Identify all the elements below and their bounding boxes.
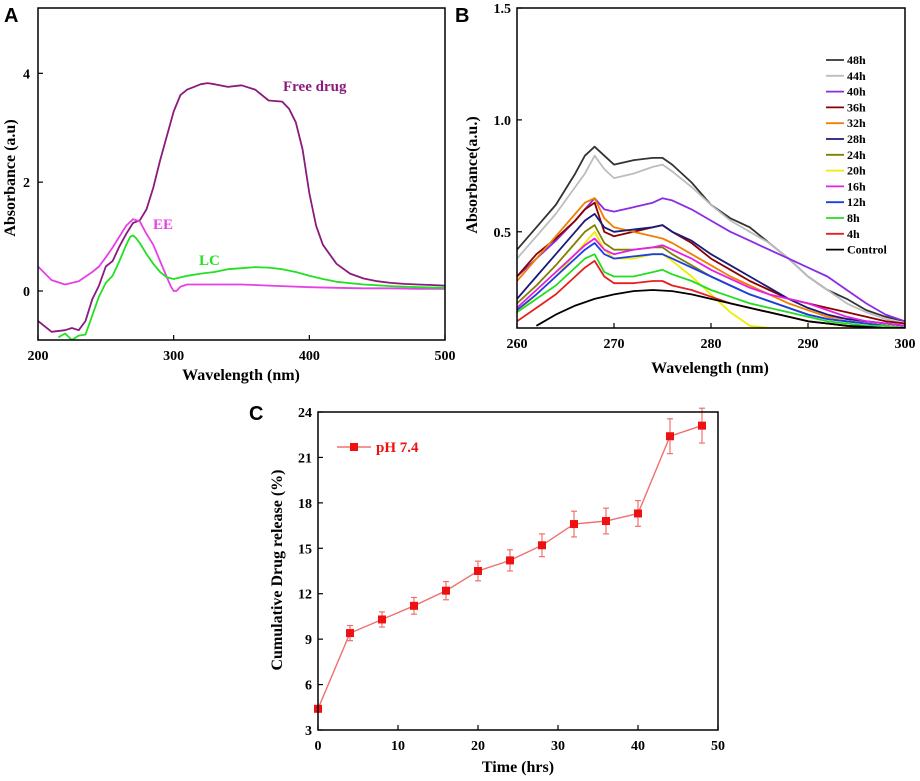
y-tick-label-1-5: 1.5 [494,2,512,17]
legend-label-28h: 28h [847,132,866,146]
data-point-48 [698,421,706,430]
legend-label-12h: 12h [847,195,866,209]
panel-b-series-12h [517,242,905,328]
panel-a-letter: A [4,5,18,27]
x-tick-label-20: 20 [471,739,485,754]
legend-label-36h: 36h [847,100,866,114]
panel-a-series-ee [38,218,445,292]
y-tick-label-3: 3 [305,724,312,739]
data-point-12 [410,601,418,610]
data-point-20 [474,567,482,575]
data-point-44 [666,432,674,441]
legend-label-16h: 16h [847,179,866,193]
panel-b-letter: B [455,5,469,27]
legend-label-44h: 44h [847,69,866,83]
x-tick-label-30: 30 [551,739,565,754]
y-tick-label-12: 12 [298,588,312,603]
panel-b-series-20h [517,230,905,328]
annotation-ee: EE [153,217,173,233]
legend-label-48h: 48h [847,53,866,67]
panel-c-letter: C [249,403,263,425]
y-tick-label-4: 4 [23,67,30,82]
legend-label-24h: 24h [847,148,866,162]
y-tick-label-15: 15 [298,542,312,557]
panel-c-ylabel: Cumulative Drug release (%) [269,470,286,671]
panel-c-xlabel: Time (hrs) [482,759,554,776]
panel-c-legend: pH 7.4 [337,440,419,456]
annotation-free-drug: Free drug [283,79,347,95]
x-tick-label-400: 400 [299,349,320,364]
data-point-24 [506,556,514,565]
annotation-lc: LC [199,253,220,269]
y-tick-label-1: 1.0 [494,114,512,129]
x-tick-label-0: 0 [315,739,322,754]
y-tick-label-0: 0 [23,285,30,300]
y-tick-label-21: 21 [298,451,312,466]
data-point-36 [602,517,610,526]
x-tick-label-200: 200 [28,349,49,364]
legend-label-4h: 4h [847,227,860,241]
panel-b-series-28h [517,212,905,327]
y-tick-label-0-5: 0.5 [494,226,512,241]
panel-b-series-8h [517,253,905,328]
x-tick-label-300: 300 [163,349,184,364]
data-point-4 [346,629,354,638]
x-tick-label-260: 260 [507,337,528,352]
x-tick-label-270: 270 [604,337,625,352]
panel-a-xlabel: Wavelength (nm) [182,367,300,384]
legend-label-8h: 8h [847,211,860,225]
panel-a-ylabel: Absorbance (a.u) [2,119,19,236]
legend-swatch-marker [350,443,358,451]
legend-label-40h: 40h [847,85,866,99]
data-point-32 [570,520,578,529]
panel-a-series-lc [57,234,445,340]
legend-label-20h: 20h [847,164,866,178]
y-tick-label-2: 2 [23,176,30,191]
x-tick-label-300: 300 [895,337,916,352]
y-tick-label-18: 18 [298,497,312,512]
panel-c: C 0 10 20 30 40 50 3 6 9 12 15 18 21 24 pH 7.4 Time (… [249,403,725,776]
panel-a-frame [37,7,446,341]
panel-c-frame [317,411,719,731]
data-point-8 [378,615,386,624]
x-tick-label-40: 40 [631,739,645,754]
y-tick-label-6: 6 [305,679,312,694]
legend-label-control: Control [847,243,887,257]
legend-label-32h: 32h [847,116,866,130]
legend-label-ph-7-4: pH 7.4 [376,440,419,456]
panel-a: A 200 300 400 500 0 2 4 Wavelength (nm) Absorb… [2,5,456,384]
data-point-28 [538,541,546,550]
panel-b-ylabel: Absorbance(a.u.) [464,116,481,233]
panel-b-series-control [535,289,905,328]
panel-b-series-36h [517,201,905,325]
panel-a-series-free-drug [38,82,445,333]
x-tick-label-10: 10 [391,739,405,754]
panel-b-series-44h [517,154,905,325]
y-tick-label-24: 24 [298,406,312,421]
panel-b-series-32h [517,197,905,327]
panel-b-xlabel: Wavelength (nm) [651,360,769,377]
data-point-16 [442,586,450,595]
data-point-40 [634,509,642,518]
x-tick-label-280: 280 [701,337,722,352]
x-tick-label-290: 290 [798,337,819,352]
x-tick-label-500: 500 [435,349,456,364]
y-tick-label-9: 9 [305,633,312,648]
panel-b-series-16h [517,237,905,327]
x-tick-label-50: 50 [711,739,725,754]
